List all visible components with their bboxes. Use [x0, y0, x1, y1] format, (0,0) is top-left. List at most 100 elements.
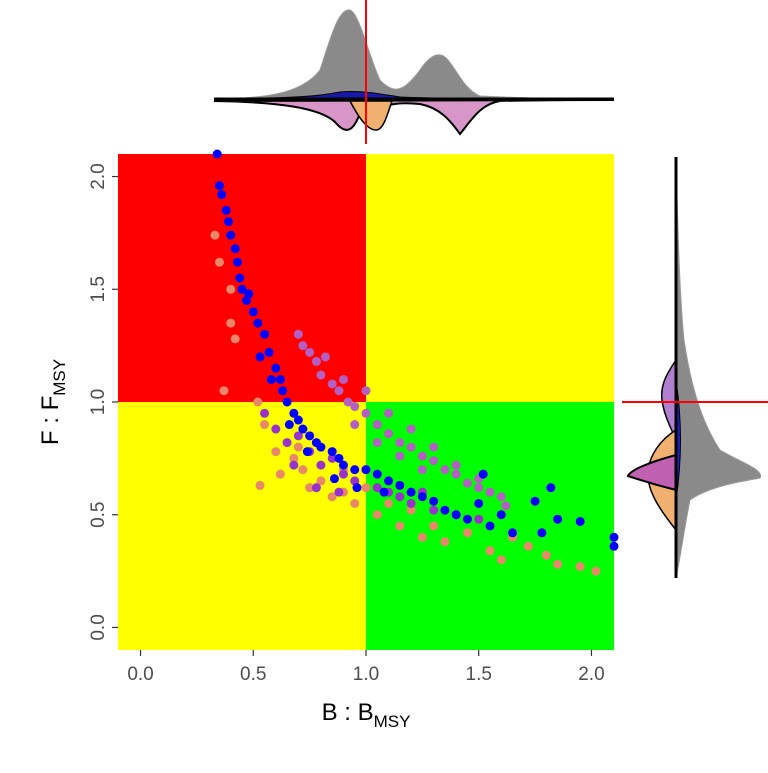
scatter-point-s1-18	[311, 483, 321, 493]
top-density-orange	[348, 100, 394, 131]
scatter-point-s0-24	[440, 537, 450, 547]
quadrant-top-right-yellow	[366, 154, 614, 402]
scatter-point-s1-7	[338, 469, 348, 479]
scatter-point-s3-16	[275, 374, 285, 384]
scatter-point-s0-3	[226, 318, 236, 328]
scatter-point-s2-12	[395, 438, 405, 448]
scatter-point-s3-5	[226, 230, 236, 240]
scatter-point-s3-24	[316, 442, 326, 452]
scatter-point-s2-16	[440, 465, 450, 475]
scatter-point-s0-23	[429, 521, 439, 531]
scatter-point-s3-8	[235, 273, 245, 283]
scatter-point-s3-9	[237, 284, 247, 294]
scatter-point-s0-13	[305, 483, 315, 493]
top-density-pink	[213, 99, 615, 136]
scatter-point-s2-17	[451, 469, 461, 479]
scatter-point-s2-19	[474, 483, 484, 493]
scatter-point-s3-11	[248, 307, 258, 317]
scatter-point-s0-5	[219, 386, 229, 396]
right-density-pink	[626, 453, 677, 492]
scatter-point-s2-32	[372, 438, 382, 448]
scatter-point-s0-15	[327, 492, 337, 502]
scatter-point-s0-17	[350, 498, 360, 508]
scatter-point-s0-27	[496, 555, 506, 565]
scatter-point-s3-39	[474, 498, 484, 508]
scatter-point-s3-4	[223, 217, 233, 227]
x-tick-label: 0.0	[127, 664, 153, 685]
scatter-point-s2-23	[320, 352, 330, 362]
scatter-point-s1-1	[271, 424, 281, 434]
scatter-point-s3-19	[289, 408, 299, 418]
scatter-point-s3-41	[485, 521, 495, 531]
y-tick-label: 1.0	[88, 389, 109, 415]
scatter-point-s3-25	[327, 447, 337, 457]
scatter-point-s3-18	[282, 397, 292, 407]
scatter-point-s2-1	[298, 341, 308, 351]
scatter-point-s3-34	[417, 492, 427, 502]
x-tick-label: 2.0	[578, 664, 604, 685]
scatter-point-s0-30	[553, 559, 563, 569]
scatter-point-s3-37	[451, 510, 461, 520]
scatter-point-s2-26	[384, 408, 394, 418]
scatter-point-s0-12	[298, 465, 308, 475]
scatter-point-s2-21	[496, 492, 506, 502]
scatter-point-s0-31	[575, 562, 585, 572]
scatter-point-s3-53	[302, 447, 312, 457]
right-marginal-density	[622, 156, 768, 579]
scatter-point-s2-34	[417, 465, 427, 475]
scatter-point-s1-17	[289, 460, 299, 470]
scatter-point-s2-27	[406, 424, 416, 434]
scatter-point-s3-35	[429, 496, 439, 506]
scatter-point-s3-52	[284, 420, 294, 430]
scatter-point-s3-27	[338, 460, 348, 470]
scatter-point-s0-10	[275, 469, 285, 479]
scatter-point-s3-42	[496, 510, 506, 520]
scatter-point-s3-0	[212, 149, 222, 159]
scatter-point-s3-36	[440, 505, 450, 515]
scatter-point-s3-1	[214, 181, 224, 191]
y-tick-label: 2.0	[88, 163, 109, 189]
scatter-point-s0-6	[253, 397, 263, 407]
scatter-point-s0-22	[406, 505, 416, 515]
scatter-point-s0-21	[395, 521, 405, 531]
scatter-point-s1-5	[316, 460, 326, 470]
right-density-purple	[660, 357, 677, 441]
scatter-point-s3-15	[271, 363, 281, 373]
scatter-point-s1-12	[395, 492, 405, 502]
x-axis-label: B : BMSY	[322, 699, 411, 731]
x-tick-label: 0.5	[240, 664, 266, 685]
scatter-point-s0-11	[289, 453, 299, 463]
scatter-point-s0-19	[372, 510, 382, 520]
scatter-point-s2-8	[350, 402, 360, 412]
scatter-point-s1-2	[282, 438, 292, 448]
scatter-point-s2-14	[417, 451, 427, 461]
scatter-point-s2-29	[451, 460, 461, 470]
scatter-point-s1-0	[260, 408, 270, 418]
scatter-point-s1-16	[474, 514, 484, 524]
scatter-point-s0-32	[591, 566, 601, 576]
scatter-point-s3-10	[242, 296, 252, 306]
x-axis: 0.0 0.5 1.0 1.5 2.0	[127, 650, 605, 685]
scatter-point-s0-29	[541, 550, 551, 560]
scatter-point-s2-2	[305, 347, 315, 357]
scatter-point-s3-3	[221, 205, 231, 215]
scatter-point-s2-4	[316, 370, 326, 380]
scatter-point-s2-22	[501, 501, 511, 511]
x-tick-label: 1.0	[353, 664, 379, 685]
scatter-point-s2-9	[361, 408, 371, 418]
scatter-point-s3-50	[609, 541, 619, 551]
scatter-point-s3-22	[305, 431, 315, 441]
scatter-point-s3-29	[361, 465, 371, 475]
scatter-point-s0-8	[255, 480, 265, 490]
scatter-point-s1-13	[406, 498, 416, 508]
scatter-point-s1-14	[429, 505, 439, 515]
scatter-point-s0-4	[230, 334, 240, 344]
scatter-point-s3-47	[553, 514, 563, 524]
scatter-point-s1-3	[293, 431, 303, 441]
quadrant-bottom-left-yellow	[118, 402, 366, 650]
right-density-gray	[675, 156, 762, 579]
scatter-point-s0-7	[260, 420, 270, 430]
scatter-point-s0-18	[361, 483, 371, 493]
scatter-point-s3-46	[546, 483, 556, 493]
